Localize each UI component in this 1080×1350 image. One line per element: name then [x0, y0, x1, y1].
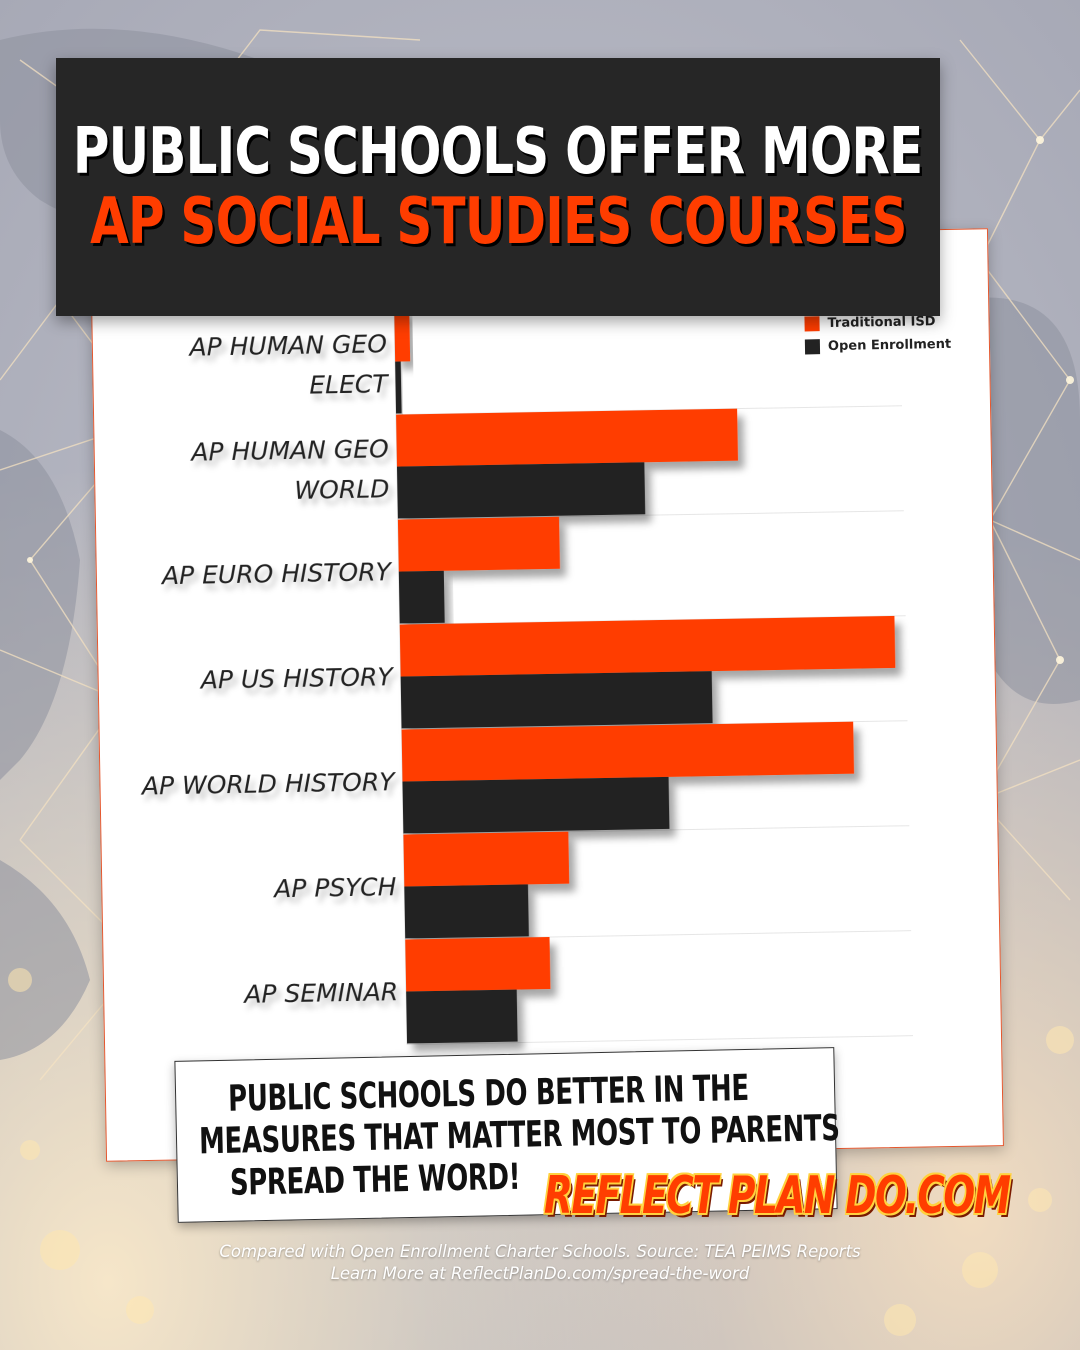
- category-label: AP HUMAN GEO: [189, 434, 389, 466]
- brand-logo-text: REFLECT PLAN DO.COM: [544, 1166, 1011, 1226]
- category-label: WORLD: [294, 474, 389, 505]
- category-label: AP SEMINAR: [242, 977, 398, 1009]
- legend-swatch-traditional: [804, 316, 820, 332]
- title-line-2: AP SOCIAL STUDIES COURSES: [89, 185, 907, 259]
- bar-open-4: [402, 776, 670, 834]
- gridline: [407, 1035, 914, 1045]
- bar-open-2: [398, 570, 445, 624]
- bar-chart: AP HUMAN GEO ELECT AP HUMAN GEO WORLD AP EUR…: [140, 300, 914, 1082]
- bar-traditional-2: [397, 516, 560, 572]
- footer-link: Learn More at ReflectPlanDo.com/spread-t…: [330, 1264, 750, 1283]
- legend-label-traditional: Traditional ISD: [827, 314, 936, 332]
- footer-source: Compared with Open Enrollment Charter Sc…: [219, 1242, 861, 1261]
- category-label: AP US HISTORY: [199, 662, 395, 694]
- header-banner: PUBLIC SCHOOLS OFFER MORE AP SOCIAL STUD…: [56, 58, 940, 316]
- category-label: ELECT: [309, 369, 389, 399]
- category-label: AP EURO HISTORY: [160, 557, 393, 590]
- category-label: AP WORLD HISTORY: [140, 767, 397, 800]
- legend-item-open: Open Enrollment: [804, 336, 952, 355]
- legend-label-open: Open Enrollment: [827, 336, 952, 355]
- legend-item-traditional: Traditional ISD: [804, 314, 950, 332]
- bar-traditional-3: [399, 615, 896, 677]
- bar-traditional-0: [394, 309, 411, 362]
- category-label: AP HUMAN GEO: [187, 329, 387, 361]
- bar-open-3: [400, 671, 713, 729]
- category-label: AP PSYCH: [272, 872, 397, 903]
- legend: Traditional ISD Open Enrollment: [804, 314, 951, 363]
- bar-traditional-1: [396, 408, 739, 467]
- bar-traditional-4: [401, 721, 855, 782]
- bar-open-5: [404, 884, 529, 939]
- bar-open-1: [396, 462, 646, 519]
- bar-open-6: [406, 989, 518, 1044]
- bar-traditional-5: [403, 831, 570, 887]
- bar-open-0: [395, 361, 402, 414]
- message-line-3: SPREAD THE WORD!: [229, 1156, 521, 1204]
- title-line-1: PUBLIC SCHOOLS OFFER MORE: [73, 114, 923, 189]
- chart-card: AP HUMAN GEO ELECT AP HUMAN GEO WORLD AP EUR…: [90, 228, 1004, 1162]
- legend-swatch-open: [804, 339, 821, 355]
- bar-traditional-6: [405, 936, 551, 992]
